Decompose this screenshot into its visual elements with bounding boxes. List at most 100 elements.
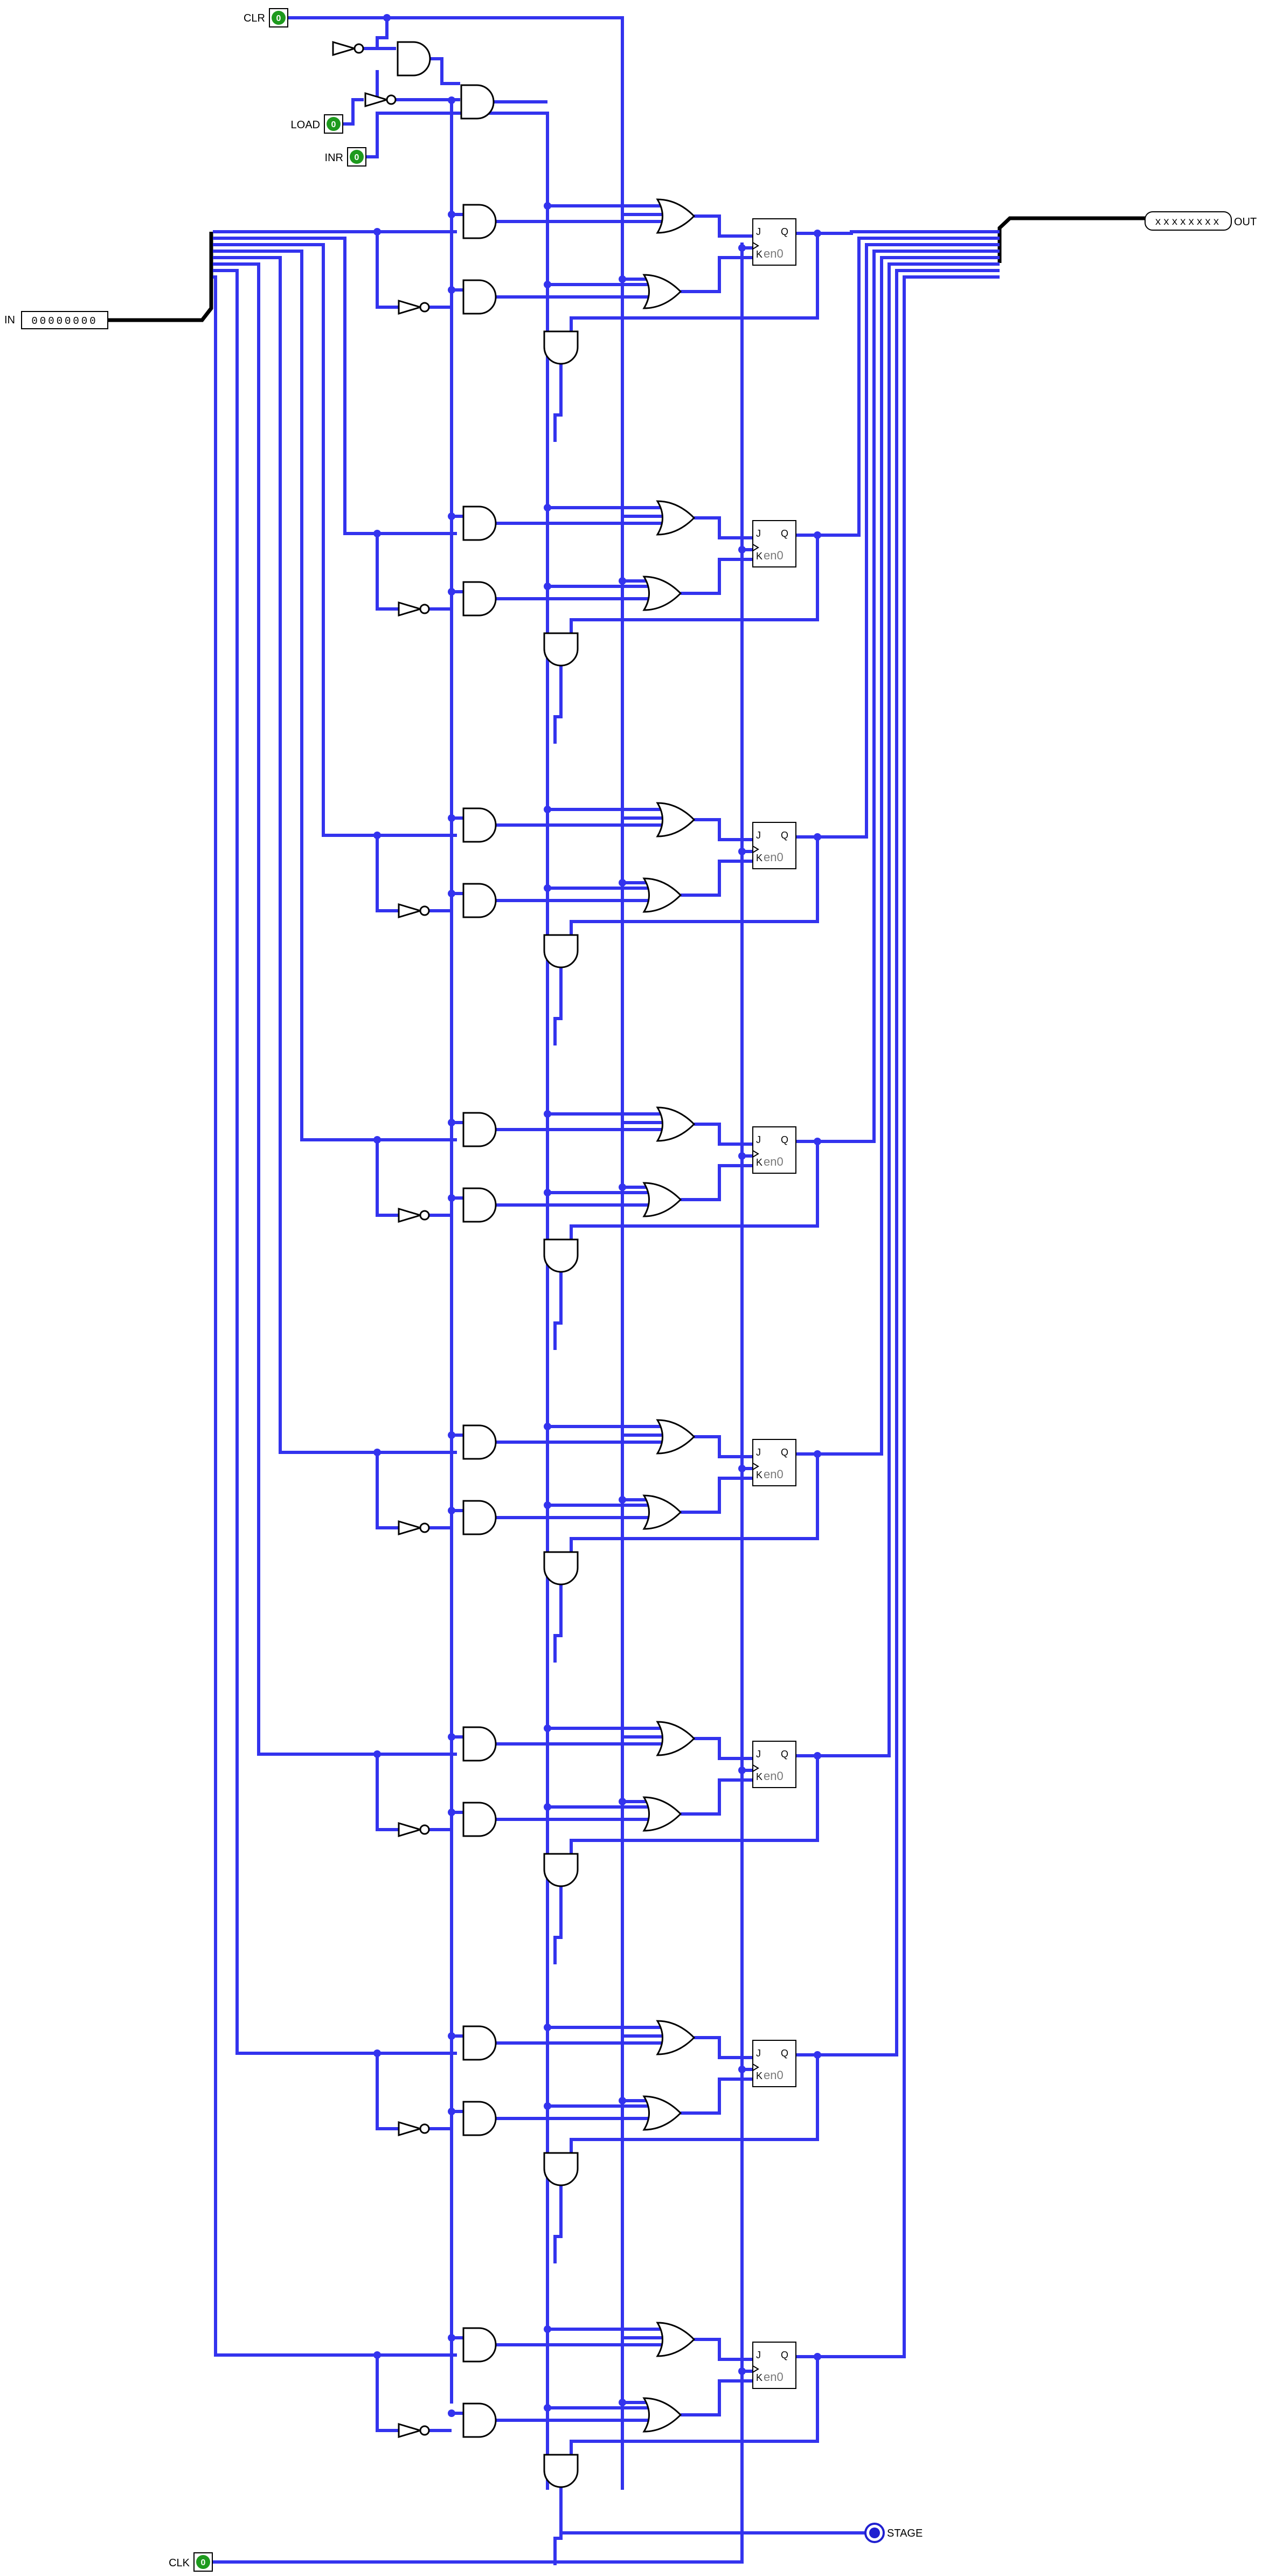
in-bus-input[interactable]: 00000000 xyxy=(21,311,108,329)
junction-dot xyxy=(544,1803,551,1811)
stage-4-and-lower xyxy=(462,1500,497,1535)
not-gate-bubble xyxy=(419,1824,430,1835)
stage-7-and-lower xyxy=(462,2402,497,2438)
flip-flop-enable-label: en0 xyxy=(764,2068,783,2082)
not-gate-body xyxy=(398,2422,424,2439)
junction-dot xyxy=(544,2404,551,2412)
flip-flop-body xyxy=(752,520,796,567)
flip-flop-clock-marker xyxy=(752,1764,759,1772)
stage-5-not-gate xyxy=(398,1822,430,1838)
stage-1-or-lower xyxy=(642,576,682,611)
junction-dot xyxy=(619,275,626,283)
stage-3-and-upper xyxy=(462,1112,497,1147)
clk-input-pin[interactable]: 0 xyxy=(193,2552,213,2572)
junction-dot xyxy=(738,1152,746,1160)
flip-flop-q-label: Q xyxy=(781,830,788,841)
flip-flop-body xyxy=(752,218,796,266)
flip-flop-k-label: K xyxy=(756,1470,762,1480)
stage-4-carry-and xyxy=(543,1551,579,1585)
stage-5-carry-and xyxy=(543,1853,579,1887)
junction-dot xyxy=(619,1496,626,1504)
flip-flop-k-label: K xyxy=(756,1771,762,1782)
load-input-pin[interactable]: 0 xyxy=(324,114,343,134)
stage-4-in-bit-wire xyxy=(213,256,457,1454)
stage-3-q-out-wire xyxy=(796,250,1000,1143)
junction-dot xyxy=(448,1119,455,1126)
inr-value: 0 xyxy=(355,153,359,162)
wire xyxy=(376,534,399,611)
stage-4-in-junction xyxy=(373,1449,381,1456)
wire xyxy=(694,1737,753,1760)
not-gate-bubble xyxy=(353,43,364,54)
not-gate-bubble xyxy=(419,302,430,313)
wire xyxy=(553,1886,563,1964)
not-gate-body xyxy=(398,903,424,919)
inr-wire xyxy=(366,112,549,2490)
stage-2-not-gate xyxy=(398,903,430,919)
clr-input-pin[interactable]: 0 xyxy=(269,8,288,27)
not-gate-body xyxy=(398,299,424,315)
stage-6-carry-and xyxy=(543,2152,579,2186)
in-bus xyxy=(108,232,213,322)
junction-dot xyxy=(448,286,455,294)
flip-flop-q-label: Q xyxy=(781,2048,788,2059)
stage-5-or-lower xyxy=(642,1796,682,1832)
wire xyxy=(681,2379,753,2416)
clk-value: 0 xyxy=(201,2558,206,2567)
flip-flop-enable-label: en0 xyxy=(764,1155,783,1168)
flip-flop-q-label: Q xyxy=(781,226,788,237)
junction-dot xyxy=(448,814,455,822)
junction-dot xyxy=(619,2097,626,2104)
junction-dot xyxy=(544,1501,551,1509)
inr-input-pin[interactable]: 0 xyxy=(347,147,366,167)
stage-3-and-lower xyxy=(462,1187,497,1223)
junction-dot xyxy=(814,1752,821,1760)
junction-dot xyxy=(738,244,746,252)
flip-flop-j-label: J xyxy=(756,2350,761,2360)
junction-dot xyxy=(448,2032,455,2040)
junction-dot xyxy=(448,513,455,520)
stage-4-or-lower xyxy=(642,1494,682,1530)
wire xyxy=(681,860,753,897)
wire xyxy=(570,535,819,633)
stage-5-and-lower xyxy=(462,1802,497,1837)
wire xyxy=(553,967,563,1045)
stage-6-not-gate xyxy=(398,2121,430,2137)
stage-7-or-upper xyxy=(656,2322,696,2357)
wire xyxy=(681,1778,753,1816)
stage-output-probe xyxy=(864,2523,885,2543)
junction-dot xyxy=(619,1183,626,1191)
flip-flop-body xyxy=(752,1741,796,1788)
flip-flop-j-label: J xyxy=(756,2048,761,2059)
stage-0-or-lower xyxy=(642,274,682,309)
clr-not-gate xyxy=(332,40,364,57)
wire xyxy=(570,1141,819,1239)
junction-dot xyxy=(738,1767,746,1774)
flip-flop-j-label: J xyxy=(756,1134,761,1145)
flip-flop-enable-label: en0 xyxy=(764,1769,783,1783)
stage-6-and-lower xyxy=(462,2101,497,2136)
not-gate-body xyxy=(398,1822,424,1838)
wire xyxy=(694,1123,753,1146)
junction-dot xyxy=(448,588,455,595)
junction-dot xyxy=(544,884,551,892)
stage-6-in-junction xyxy=(373,2049,381,2057)
stage-3-or-upper xyxy=(656,1106,696,1142)
wire xyxy=(553,666,563,744)
junction-dot xyxy=(814,833,821,841)
top-and-gate xyxy=(397,41,431,77)
stage-1-in-bit-wire xyxy=(213,237,457,535)
stage-0-and-lower xyxy=(462,279,497,315)
wires-layer xyxy=(108,16,1145,2565)
out-bus-output: xxxxxxxx xyxy=(1145,211,1232,231)
clk-label: CLK xyxy=(169,2557,190,2569)
junction-dot xyxy=(619,879,626,887)
flip-flop-k-label: K xyxy=(756,2071,762,2081)
not-gate-body xyxy=(398,1520,424,1536)
wire xyxy=(694,818,753,841)
wire xyxy=(553,364,563,442)
not-gate-bubble xyxy=(419,2123,430,2134)
